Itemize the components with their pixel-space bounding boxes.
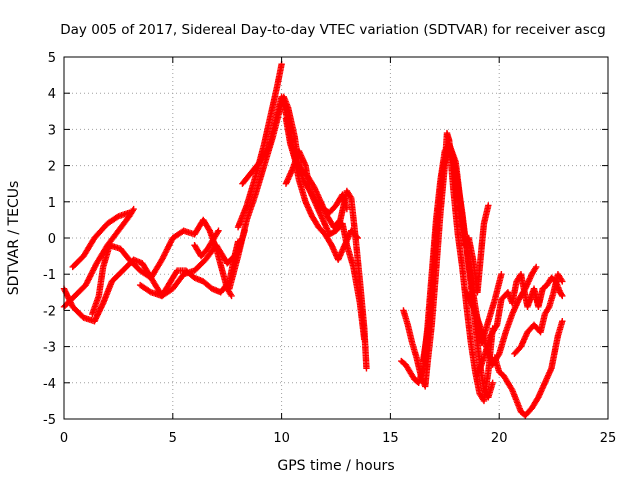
data-point <box>363 365 370 372</box>
y-tick-label: 5 <box>48 51 56 66</box>
series-track-4 <box>89 216 235 318</box>
data-point <box>205 226 213 233</box>
x-tick-label: 15 <box>382 431 399 446</box>
series-track-18 <box>491 318 566 419</box>
data-point <box>113 213 121 221</box>
axis-ticks: 0 5 10 15 20 25 -5 -4 -3 -2 -1 0 1 2 3 4 5 <box>43 51 616 446</box>
y-tick-label: -2 <box>43 304 56 319</box>
data-point <box>146 288 153 295</box>
y-tick-label: 2 <box>48 160 56 175</box>
data-point <box>559 292 566 300</box>
data-point <box>495 351 502 359</box>
x-tick-label: 5 <box>169 431 177 446</box>
y-tick-label: 3 <box>48 123 56 138</box>
y-tick-label: -4 <box>43 377 56 392</box>
series-track-8 <box>234 61 285 231</box>
data-point <box>215 227 222 234</box>
x-tick-label: 25 <box>600 431 617 446</box>
series-track-15 <box>448 151 492 296</box>
data-point <box>264 145 271 153</box>
series-track-10 <box>282 115 370 372</box>
x-tick-label: 10 <box>273 431 290 446</box>
data-point <box>126 209 133 216</box>
data-markers <box>60 61 566 419</box>
y-tick-label: -1 <box>43 268 56 283</box>
y-tick-label: -5 <box>43 413 56 428</box>
series-track-11 <box>282 147 368 343</box>
data-point <box>559 278 566 285</box>
y-tick-label: 0 <box>48 232 56 247</box>
data-point <box>493 323 500 330</box>
data-point <box>485 202 492 209</box>
y-axis-label: SDTVAR / TECUs <box>6 181 22 296</box>
x-axis-label: GPS time / hours <box>277 458 394 474</box>
data-point <box>532 263 540 271</box>
series-track-6 <box>191 227 222 260</box>
chart-title: Day 005 of 2017, Sidereal Day-to-day VTE… <box>60 22 605 38</box>
series-track-3 <box>69 209 133 271</box>
data-point <box>559 318 566 325</box>
data-point <box>558 291 565 298</box>
data-point <box>228 292 235 300</box>
data-point <box>361 336 368 343</box>
y-tick-label: 4 <box>48 87 56 102</box>
series-track-19 <box>511 271 566 358</box>
series-track-1 <box>60 238 242 325</box>
data-point <box>130 205 137 213</box>
x-tick-label: 20 <box>491 431 508 446</box>
grid <box>64 57 608 419</box>
data-point <box>489 379 496 386</box>
y-tick-label: -3 <box>43 341 56 356</box>
x-tick-label: 0 <box>60 431 68 446</box>
y-tick-label: 1 <box>48 196 56 211</box>
data-point <box>498 271 505 278</box>
